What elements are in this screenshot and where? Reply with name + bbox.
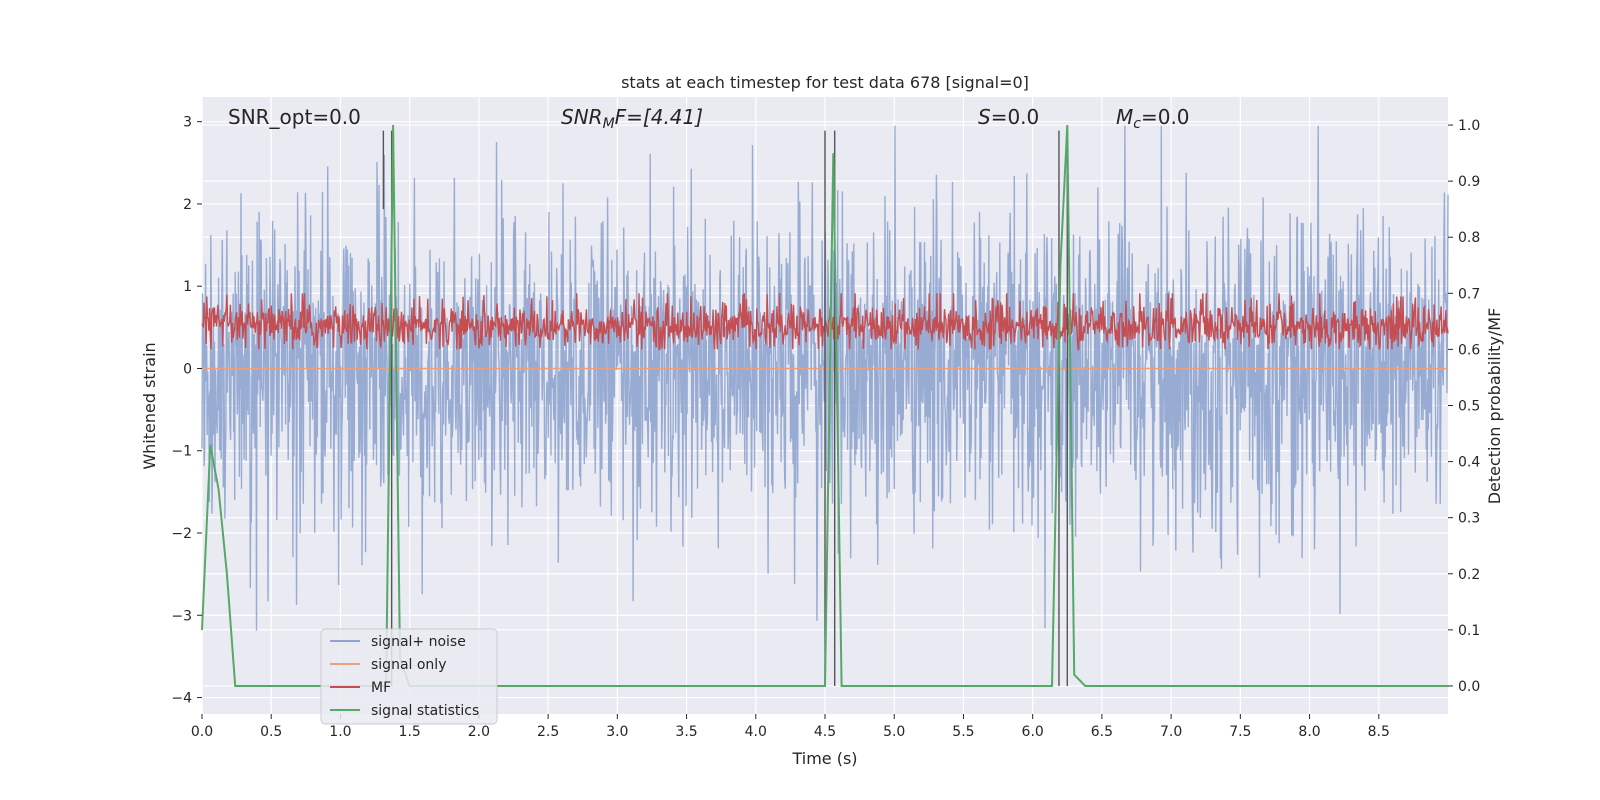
annotation-mc-subscript: c <box>1133 116 1141 132</box>
legend-label-signal-noise: signal+ noise <box>371 634 466 650</box>
annotation-s-value: =0.0 <box>991 105 1040 129</box>
chart-title: stats at each timestep for test data 678… <box>621 73 1029 92</box>
legend-label-signal-only: signal only <box>371 657 446 673</box>
annotation-mc-symbol: M <box>1116 105 1133 129</box>
annotation-snr-opt: SNR_opt=0.0 <box>228 105 361 129</box>
annotation-snr-mf: SNRMF=[4.41] <box>561 105 703 132</box>
y-right-tick-label-1: 0.9 <box>1458 174 1480 190</box>
annotation-snr-mf-subscript: M <box>603 116 615 132</box>
x-tick-label-2: 1.0 <box>329 724 351 740</box>
x-tick-label-6: 3.0 <box>606 724 628 740</box>
x-axis-label: Time (s) <box>791 749 857 768</box>
x-tick-label-17: 8.5 <box>1368 724 1390 740</box>
y-tick-label-4: −1 <box>171 444 192 460</box>
x-tick-label-8: 4.0 <box>745 724 767 740</box>
x-tick-label-11: 5.5 <box>952 724 974 740</box>
x-tick-label-13: 6.5 <box>1091 724 1113 740</box>
y-right-tick-label-10: 0.0 <box>1458 679 1480 695</box>
x-tick-label-0: 0.0 <box>191 724 213 740</box>
y-right-tick-label-4: 0.6 <box>1458 342 1480 358</box>
y-right-tick-label-5: 0.5 <box>1458 399 1480 415</box>
x-tick-label-5: 2.5 <box>537 724 559 740</box>
annotation-mc-value: =0.0 <box>1141 105 1190 129</box>
x-tick-label-9: 4.5 <box>814 724 836 740</box>
y-right-tick-label-3: 0.7 <box>1458 286 1480 302</box>
y-right-tick-label-0: 1.0 <box>1458 118 1480 134</box>
x-tick-label-16: 8.0 <box>1298 724 1320 740</box>
x-tick-label-10: 5.0 <box>883 724 905 740</box>
legend-box <box>320 628 498 725</box>
y-axis-label: Whitened strain <box>140 342 159 469</box>
y-right-tick-label-7: 0.3 <box>1458 511 1480 527</box>
y-right-tick-label-9: 0.1 <box>1458 623 1480 639</box>
x-tick-label-4: 2.0 <box>468 724 490 740</box>
y-tick-label-5: −2 <box>171 526 192 542</box>
y-axis-label-right: Detection probability/MF <box>1485 308 1504 505</box>
x-tick-label-1: 0.5 <box>260 724 282 740</box>
y-tick-label-2: 1 <box>183 279 192 295</box>
annotation-s: S=0.0 <box>978 105 1039 129</box>
y-tick-label-0: 3 <box>183 115 192 131</box>
x-tick-label-14: 7.0 <box>1160 724 1182 740</box>
x-tick-label-15: 7.5 <box>1229 724 1251 740</box>
ticks: 0.0 0.5 1.0 1.5 2.0 2.5 3.0 3.5 4.0 4.5 5.0 5.5 6.0 6… <box>171 115 1480 740</box>
y-right-tick-label-8: 0.2 <box>1458 567 1480 583</box>
y-tick-label-1: 2 <box>183 197 192 213</box>
legend-label-signal-statistics: signal statistics <box>371 703 479 719</box>
x-tick-label-7: 3.5 <box>675 724 697 740</box>
y-right-tick-label-6: 0.4 <box>1458 455 1480 471</box>
x-tick-label-3: 1.5 <box>399 724 421 740</box>
y-right-tick-label-2: 0.8 <box>1458 230 1480 246</box>
y-tick-label-6: −3 <box>171 608 192 624</box>
x-tick-label-12: 6.0 <box>1022 724 1044 740</box>
y-tick-label-3: 0 <box>183 361 192 377</box>
legend: signal+ noise signal only MF signal stat… <box>320 628 498 725</box>
annotation-snr-mf-value: F=[4.41] <box>615 105 703 129</box>
y-tick-label-7: −4 <box>171 691 192 707</box>
annotation-mc: Mc=0.0 <box>1116 105 1190 132</box>
annotation-snr-mf-symbol: SNR <box>561 105 603 129</box>
annotation-s-symbol: S <box>978 105 991 129</box>
legend-label-mf: MF <box>371 680 391 696</box>
